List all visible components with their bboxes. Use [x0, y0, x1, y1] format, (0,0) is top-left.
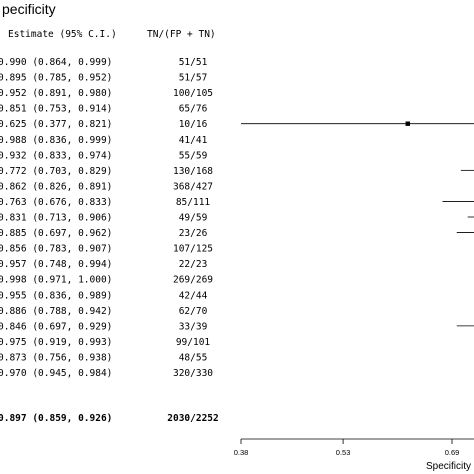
count-label: 33/39	[179, 321, 208, 332]
point-estimate	[405, 121, 410, 126]
count-label: 107/125	[173, 244, 213, 255]
estimate-ci-label: 0.873 (0.756, 0.938)	[0, 352, 112, 363]
x-tick-label: 0.38	[234, 448, 249, 457]
count-label: 99/101	[176, 337, 211, 348]
count-label: 65/76	[179, 104, 208, 115]
x-axis: 0.38 0.53 0.69	[234, 438, 474, 457]
count-label: 41/41	[179, 135, 208, 146]
estimate-ci-label: 0.625 (0.377, 0.821)	[0, 119, 112, 130]
count-label: 42/44	[179, 290, 208, 301]
count-label: 62/70	[179, 306, 208, 317]
pooled-estimate-label: 0.897 (0.859, 0.926)	[0, 413, 112, 424]
interval-marks	[241, 121, 474, 327]
count-label: 269/269	[173, 275, 213, 286]
count-label: 48/55	[179, 352, 208, 363]
estimate-ci-label: 0.862 (0.826, 0.891)	[0, 181, 112, 192]
chart-title: pecificity	[2, 1, 56, 17]
estimate-ci-label: 0.763 (0.676, 0.833)	[0, 197, 112, 208]
estimate-ci-label: 0.846 (0.697, 0.929)	[0, 321, 112, 332]
estimate-ci-label: 0.851 (0.753, 0.914)	[0, 104, 112, 115]
x-axis-label: Specificity	[426, 461, 471, 472]
estimate-ci-label: 0.856 (0.783, 0.907)	[0, 244, 112, 255]
count-label: 22/23	[179, 259, 208, 270]
estimate-ci-label: 0.957 (0.748, 0.994)	[0, 259, 112, 270]
pooled-count-label: 2030/2252	[167, 413, 218, 424]
count-label: 85/111	[176, 197, 211, 208]
estimate-ci-label: 0.990 (0.864, 0.999)	[0, 57, 112, 68]
estimate-ci-label: 0.885 (0.697, 0.962)	[0, 228, 112, 239]
estimate-ci-label: 0.932 (0.833, 0.974)	[0, 150, 112, 161]
estimate-column-header: Estimate (95% C.I.)	[8, 29, 117, 40]
x-tick-label: 0.53	[336, 448, 351, 457]
count-label: 51/57	[179, 73, 208, 84]
estimate-ci-label: 0.772 (0.703, 0.829)	[0, 166, 112, 177]
count-label: 100/105	[173, 88, 213, 99]
count-label: 51/51	[179, 57, 208, 68]
count-label: 368/427	[173, 181, 213, 192]
estimate-ci-label: 0.831 (0.713, 0.906)	[0, 213, 112, 224]
estimate-ci-label: 0.952 (0.891, 0.980)	[0, 88, 112, 99]
count-label: 10/16	[179, 119, 208, 130]
study-rows: 0.990 (0.864, 0.999) 51/51 0.895 (0.785, 0…	[0, 57, 219, 424]
estimate-ci-label: 0.970 (0.945, 0.984)	[0, 368, 112, 379]
count-label: 49/59	[179, 213, 208, 224]
count-label: 320/330	[173, 368, 213, 379]
estimate-ci-label: 0.975 (0.919, 0.993)	[0, 337, 112, 348]
count-label: 23/26	[179, 228, 208, 239]
x-tick-label: 0.69	[445, 448, 460, 457]
count-label: 55/59	[179, 150, 208, 161]
count-column-header: TN/(FP + TN)	[147, 29, 216, 40]
estimate-ci-label: 0.955 (0.836, 0.989)	[0, 290, 112, 301]
estimate-ci-label: 0.998 (0.971, 1.000)	[0, 275, 112, 286]
estimate-ci-label: 0.895 (0.785, 0.952)	[0, 73, 112, 84]
estimate-ci-label: 0.886 (0.788, 0.942)	[0, 306, 112, 317]
estimate-ci-label: 0.988 (0.836, 0.999)	[0, 135, 112, 146]
count-label: 130/168	[173, 166, 213, 177]
